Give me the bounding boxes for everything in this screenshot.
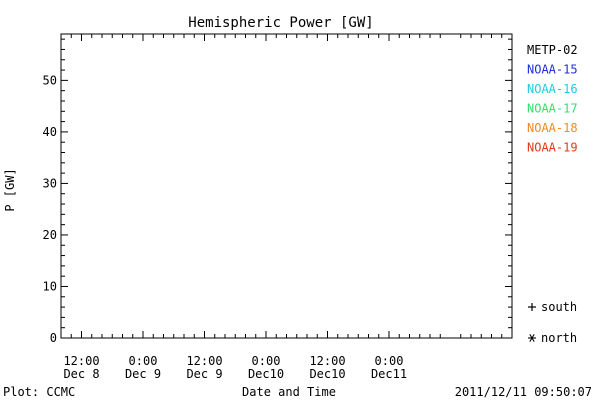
legend: METP-02 NOAA-15 NOAA-16 NOAA-17 NOAA-18 NOAA-… xyxy=(527,43,578,155)
y-tick-label: 50 xyxy=(43,73,57,87)
legend-entry: NOAA-16 xyxy=(527,82,578,96)
star-d2 xyxy=(529,334,535,342)
y-tick-label: 10 xyxy=(43,279,57,293)
legend-entry: NOAA-18 xyxy=(527,121,578,135)
x-tick-time-label: 12:00 xyxy=(309,354,345,368)
x-tick-time-label: 0:00 xyxy=(252,354,281,368)
y-tick-label: 20 xyxy=(43,228,57,242)
x-tick-date-label: Dec11 xyxy=(371,367,407,381)
plot-credit: Plot: CCMC xyxy=(3,385,75,399)
y-axis: 0 10 20 30 40 50 xyxy=(43,38,512,345)
x-tick-date-label: Dec10 xyxy=(309,367,345,381)
legend-north-label: north xyxy=(541,331,577,345)
plot-area xyxy=(60,33,513,339)
chart-title: Hemispheric Power [GW] xyxy=(188,15,373,31)
y-tick-label: 0 xyxy=(50,331,57,345)
x-tick-date-label: Dec 9 xyxy=(125,367,161,381)
x-axis-label: Date and Time xyxy=(242,385,336,399)
legend-entry: NOAA-19 xyxy=(527,141,578,155)
x-tick-time-label: 12:00 xyxy=(186,354,222,368)
x-tick-time-label: 0:00 xyxy=(129,354,158,368)
x-tick-date-label: Dec10 xyxy=(248,367,284,381)
legend-north-marker xyxy=(528,334,536,342)
legend-entry: NOAA-17 xyxy=(527,102,578,116)
y-tick-label: 40 xyxy=(43,125,57,139)
x-tick-time-label: 12:00 xyxy=(63,354,99,368)
marker-legend: south north xyxy=(528,300,577,345)
x-tick-date-label: Dec 9 xyxy=(186,367,222,381)
legend-entry: NOAA-15 xyxy=(527,63,578,77)
x-tick-time-label: 0:00 xyxy=(375,354,404,368)
legend-south-marker xyxy=(528,303,536,311)
plot-timestamp: 2011/12/11 09:50:07 xyxy=(455,385,592,399)
y-tick-label: 30 xyxy=(43,176,57,190)
legend-south-label: south xyxy=(541,300,577,314)
legend-entry: METP-02 xyxy=(527,43,578,57)
x-tick-date-label: Dec 8 xyxy=(63,367,99,381)
y-axis-label: P [GW] xyxy=(3,168,17,211)
